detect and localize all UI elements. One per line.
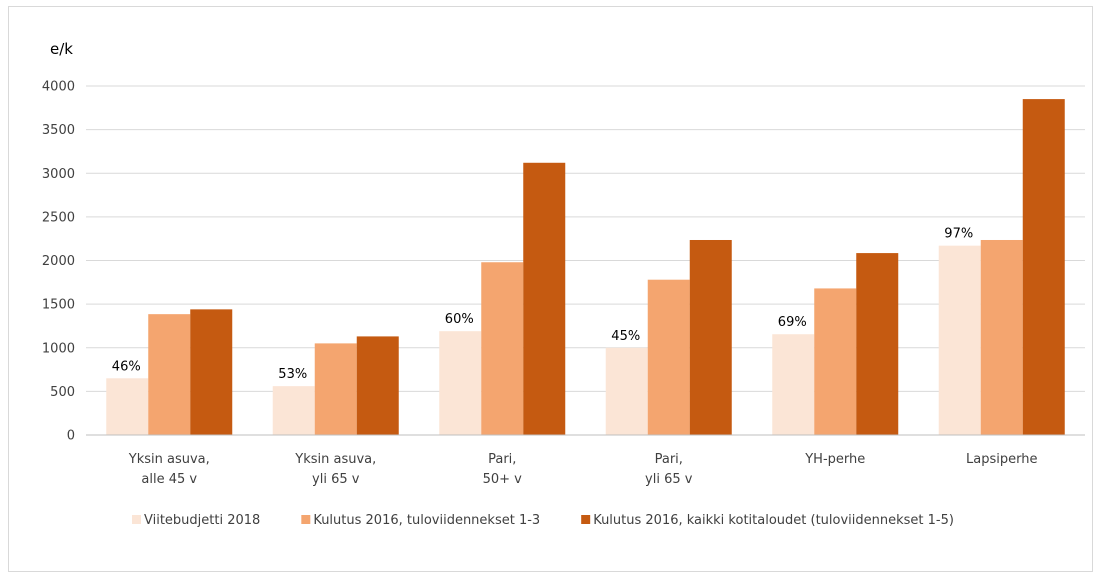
y-tick-label: 3500	[42, 123, 75, 138]
data-label: 46%	[112, 359, 141, 374]
category-label: yli 65 v	[645, 472, 693, 487]
y-tick-label: 3000	[42, 167, 75, 182]
bar	[605, 347, 648, 435]
data-label: 97%	[944, 227, 973, 242]
bar	[689, 239, 732, 435]
bar	[814, 288, 857, 435]
bar	[772, 334, 815, 435]
bar	[314, 343, 357, 435]
y-tick-label: 1500	[42, 298, 75, 313]
legend-entry: Viitebudjetti 2018	[144, 513, 260, 528]
category-label: Pari,	[488, 452, 516, 467]
legend-entry: Kulutus 2016, kaikki kotitaloudet (tulov…	[593, 513, 954, 528]
bars	[106, 99, 1065, 436]
bar	[148, 314, 191, 435]
bar	[190, 309, 233, 435]
legend-swatch	[132, 515, 141, 524]
bar	[1022, 99, 1065, 436]
bar	[272, 386, 315, 435]
category-label: alle 45 v	[141, 472, 197, 487]
category-label: Pari,	[655, 452, 683, 467]
category-label: 50+ v	[483, 472, 523, 487]
category-label: Lapsiperhe	[966, 452, 1037, 467]
gridlines	[86, 85, 1085, 392]
bar	[647, 279, 690, 435]
bar	[481, 262, 524, 435]
y-axis-ticks: 0 500 1000 1500 2000 2500 3000 3500 4000	[42, 80, 75, 444]
legend-entry: Kulutus 2016, tuloviidennekset 1-3	[313, 513, 540, 528]
bar	[856, 253, 899, 435]
bar	[980, 239, 1023, 435]
y-tick-label: 0	[67, 429, 75, 444]
data-label: 60%	[445, 312, 474, 327]
chart-frame	[8, 6, 1093, 572]
legend-swatch	[581, 515, 591, 524]
bar	[938, 245, 981, 435]
category-labels: Yksin asuva, alle 45 v Yksin asuva, yli 65 …	[128, 452, 1038, 487]
bar	[356, 336, 399, 435]
legend: Viitebudjetti 2018 Kulutus 2016, tuloviid…	[132, 513, 954, 528]
category-label: Yksin asuva,	[128, 452, 210, 467]
y-tick-label: 2000	[42, 254, 75, 269]
bar	[106, 378, 149, 435]
y-tick-label: 500	[50, 385, 75, 400]
data-label: 69%	[778, 315, 807, 330]
y-tick-label: 4000	[42, 80, 75, 95]
category-label: Yksin asuva,	[294, 452, 376, 467]
data-label: 53%	[278, 367, 307, 382]
y-tick-label: 1000	[42, 341, 75, 356]
category-label: YH-perhe	[804, 452, 865, 467]
legend-swatch	[301, 515, 311, 524]
y-tick-label: 2500	[42, 210, 75, 225]
data-label: 45%	[611, 329, 640, 344]
category-label: yli 65 v	[312, 472, 360, 487]
data-labels: 46% 53% 60% 45% 69% 97%	[112, 227, 973, 382]
y-axis-unit-label: e/k	[50, 40, 73, 58]
bar	[439, 331, 482, 435]
bar	[523, 162, 566, 435]
